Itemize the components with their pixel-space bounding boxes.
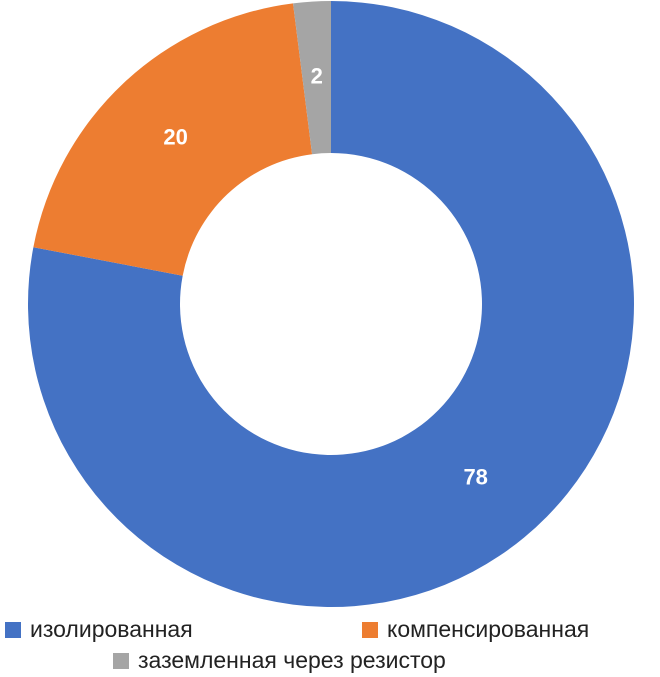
legend-label: заземленная через резистор — [138, 647, 446, 673]
legend-swatch — [113, 653, 129, 669]
legend-swatch — [5, 622, 21, 638]
data-label: 2 — [311, 63, 323, 88]
legend-swatch — [362, 622, 378, 638]
donut-segment — [293, 1, 331, 155]
data-label: 20 — [163, 124, 187, 149]
data-label: 78 — [463, 465, 487, 490]
donut-segment — [28, 1, 635, 607]
legend-label: компенсированная — [387, 616, 589, 642]
legend-label: изолированная — [30, 616, 193, 642]
donut-segment — [33, 3, 313, 276]
